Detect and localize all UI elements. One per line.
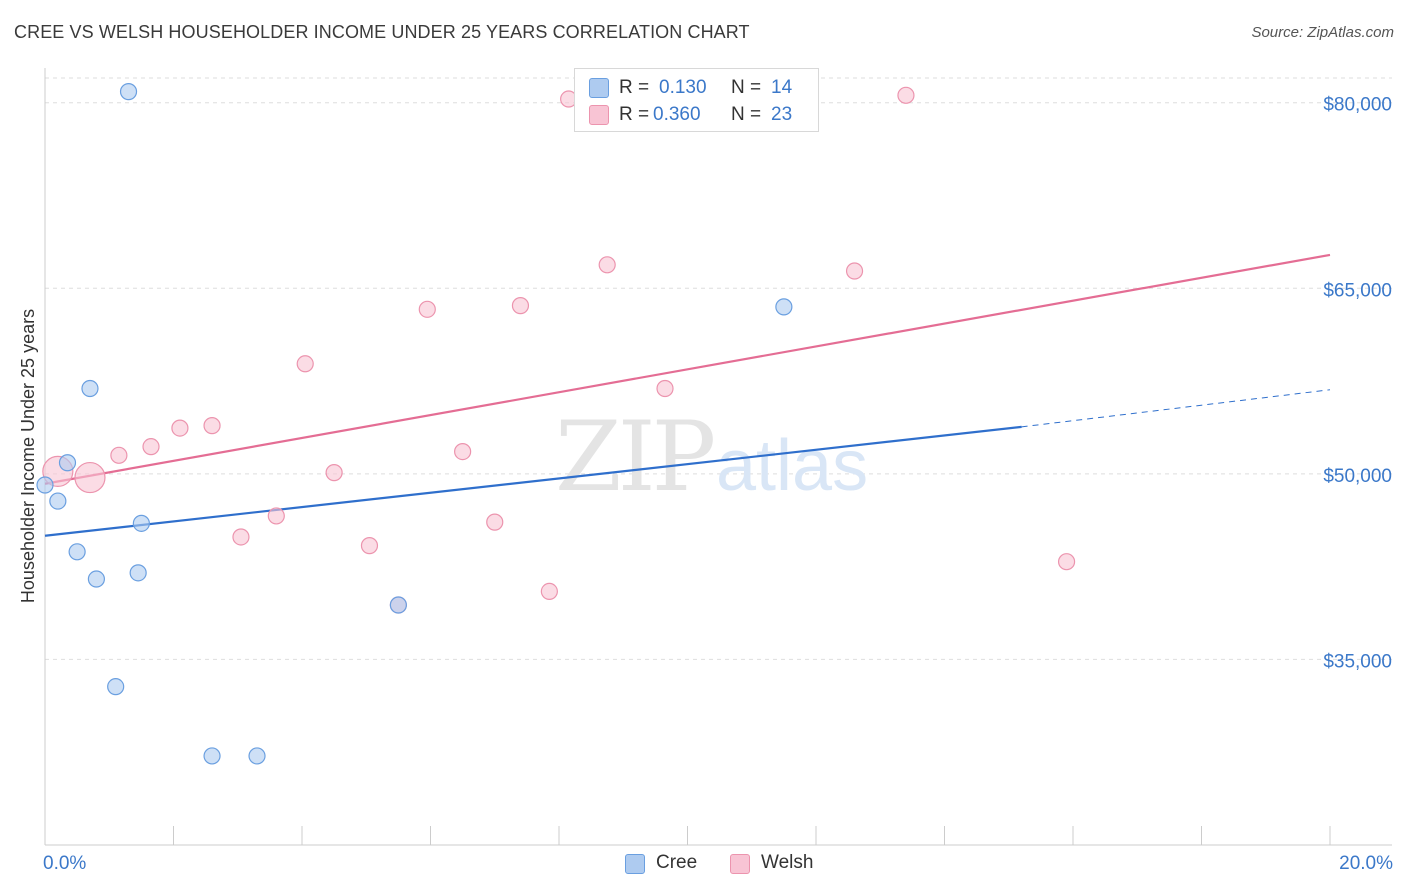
cree-trend-extension: [1021, 389, 1331, 428]
watermark-atlas: atlas: [716, 426, 868, 506]
source-credit: Source: ZipAtlas.com: [1251, 24, 1394, 41]
welsh-point: [110, 446, 128, 464]
axes: [44, 68, 1392, 846]
welsh-point: [845, 262, 864, 280]
welsh-point: [656, 379, 674, 398]
welsh-point: [360, 537, 379, 555]
y-tick-label: $50,000: [1323, 466, 1392, 487]
stats-legend: R = 0.130 N = 14 R = 0.360 N = 23: [574, 68, 819, 132]
cree-point: [389, 596, 407, 614]
welsh-point: [540, 582, 558, 600]
welsh-point: [232, 528, 250, 546]
welsh-trend-line: [44, 253, 1331, 485]
cree-point: [49, 492, 67, 510]
chart-title: CREE VS WELSH HOUSEHOLDER INCOME UNDER 2…: [14, 22, 750, 42]
cree-point: [87, 570, 106, 588]
cree-point: [129, 564, 147, 582]
welsh-swatch-icon: [589, 105, 609, 125]
r-value: 0.360: [653, 104, 701, 125]
cree-point: [775, 298, 793, 316]
y-tick-label: $80,000: [1323, 95, 1392, 116]
cree-point: [58, 454, 77, 472]
cree-point: [81, 379, 99, 398]
x-tick-label-max: 20.0%: [1339, 853, 1393, 874]
cree-trend-line: [44, 425, 1022, 537]
cree-point: [132, 514, 150, 532]
x-tick-label-min: 0.0%: [43, 853, 86, 874]
data-points: [36, 83, 1076, 765]
cree-swatch-icon: [589, 78, 609, 98]
r-label: R =: [619, 77, 650, 98]
cree-point: [68, 543, 86, 561]
legend-label-welsh: Welsh: [761, 852, 814, 873]
welsh-point: [897, 86, 915, 104]
cree-point: [107, 678, 125, 696]
n-value: 14: [771, 77, 793, 98]
gridlines: [45, 77, 1392, 660]
legend-label-cree: Cree: [656, 852, 698, 873]
welsh-point: [418, 300, 436, 318]
welsh-point: [598, 256, 616, 274]
axis-labels: $35,000 $50,000 $65,000 $80,000 0.0% 20.0%: [43, 95, 1393, 874]
welsh-point: [1057, 553, 1076, 571]
welsh-point: [454, 443, 472, 461]
welsh-point: [74, 461, 106, 494]
welsh-point: [325, 464, 343, 482]
welsh-point: [267, 507, 285, 525]
welsh-point: [142, 438, 160, 456]
r-value: 0.130: [659, 77, 707, 98]
n-value: 23: [771, 104, 793, 125]
y-tick-label: $65,000: [1323, 280, 1392, 301]
y-axis-title: Householder Income Under 25 years: [18, 309, 38, 603]
welsh-point: [171, 419, 189, 437]
welsh-point: [296, 355, 314, 373]
n-label: N =: [731, 104, 762, 125]
welsh-point: [203, 417, 221, 435]
watermark-zip: ZIP: [555, 401, 714, 513]
n-label: N =: [731, 77, 762, 98]
welsh-legend-swatch-icon: [730, 854, 750, 874]
cree-point: [36, 476, 54, 494]
trend-lines: [44, 253, 1331, 537]
r-label: R =: [619, 104, 650, 125]
cree-legend-swatch-icon: [625, 854, 645, 874]
welsh-point: [486, 513, 504, 531]
cree-point: [203, 747, 221, 765]
zipatlas-watermark: ZIP atlas: [555, 401, 868, 513]
cree-point: [248, 747, 266, 765]
cree-point: [119, 83, 138, 101]
y-tick-label: $35,000: [1323, 651, 1392, 672]
welsh-point: [511, 297, 530, 315]
